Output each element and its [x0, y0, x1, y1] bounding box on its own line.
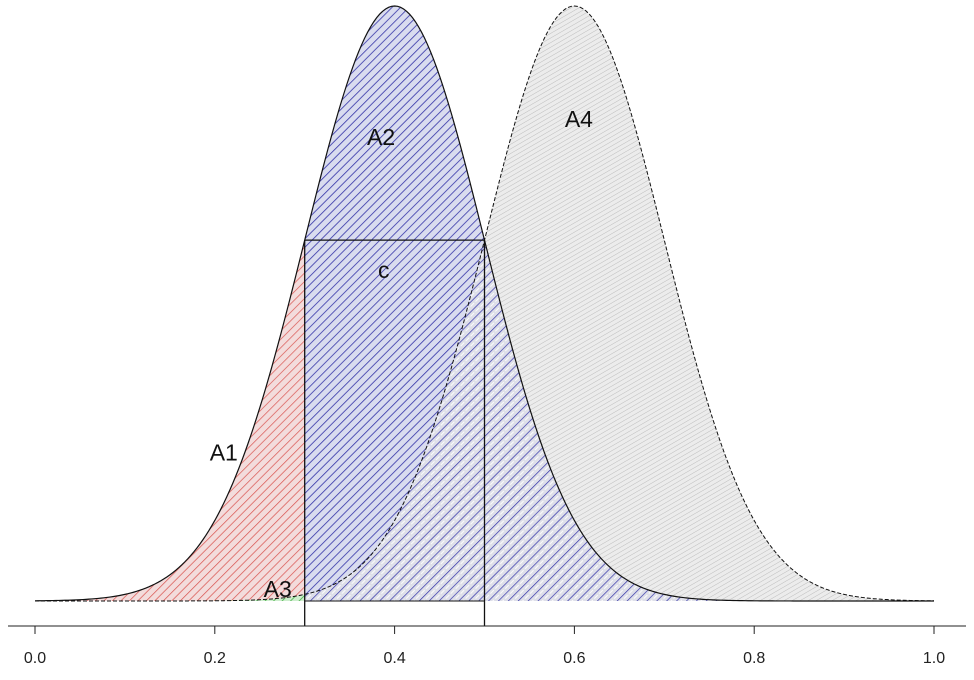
region-a1-area [35, 240, 305, 602]
box-label-c: c [378, 257, 390, 283]
regions-layer [35, 6, 934, 602]
x-axis: 0.0 0.2 0.4 0.6 0.8 1.0 [8, 625, 966, 667]
region-a4-area [484, 6, 934, 601]
x-tick-label: 0.8 [743, 650, 765, 667]
overlap-area [304, 244, 934, 601]
x-tick-label: 0.6 [563, 650, 585, 667]
region-a3-area [35, 594, 305, 601]
x-tick-label: 0.0 [24, 650, 46, 667]
x-tick-label: 0.4 [383, 650, 405, 667]
x-tick-label: 0.2 [204, 650, 226, 667]
x-tick-label: 1.0 [923, 650, 945, 667]
region-labels: c A1 A2 A3 A4 [210, 106, 593, 602]
x-axis-ticks: 0.0 0.2 0.4 0.6 0.8 1.0 [24, 626, 945, 667]
region-label-a4: A4 [565, 106, 593, 132]
region-label-a1: A1 [210, 439, 238, 465]
region-label-a3: A3 [264, 576, 292, 602]
region-label-a2: A2 [367, 124, 395, 150]
threshold-layer [304, 239, 486, 626]
